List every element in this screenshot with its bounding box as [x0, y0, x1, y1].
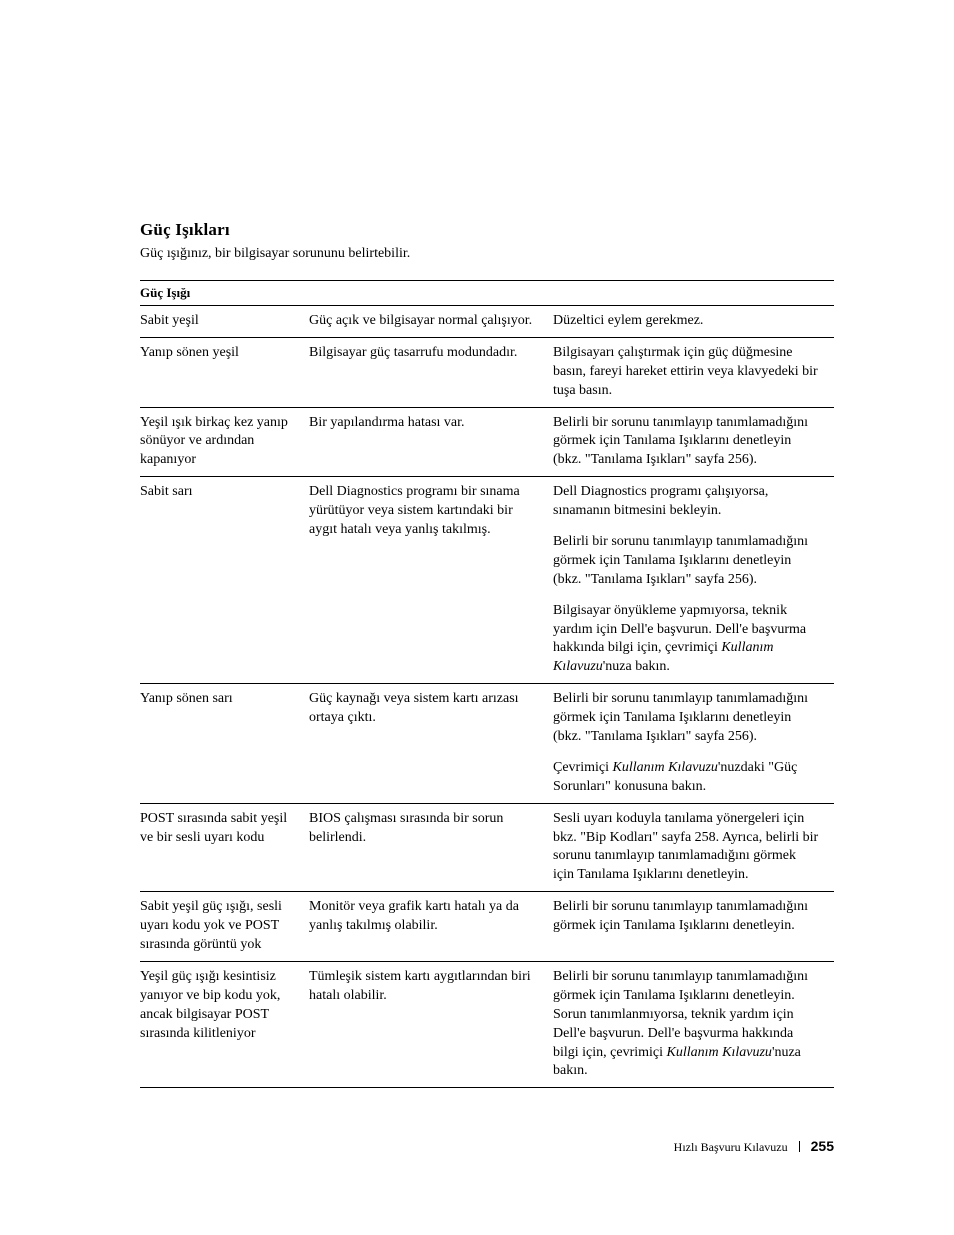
table-row: Sabit yeşil güç ışığı, sesli uyarı kodu … — [140, 892, 834, 962]
meaning-cell: Güç kaynağı veya sistem kartı arızası or… — [309, 684, 553, 803]
action-text: Belirli bir sorunu tanımlayıp tanımlamad… — [553, 968, 820, 1081]
intro-text: Güç ışığınız, bir bilgisayar sorununu be… — [140, 246, 834, 262]
action-cell: Düzeltici eylem gerekmez. — [553, 306, 834, 338]
meaning-cell: Güç açık ve bilgisayar normal çalışıyor. — [309, 306, 553, 338]
action-cell: Dell Diagnostics programı çalışıyorsa, s… — [553, 477, 834, 527]
meaning-cell: Monitör veya grafik kartı hatalı ya da y… — [309, 892, 553, 962]
table-header-col1: Güç Işığı — [140, 281, 309, 306]
table-body: Sabit yeşilGüç açık ve bilgisayar normal… — [140, 306, 834, 1088]
document-page: Güç Işıkları Güç ışığınız, bir bilgisaya… — [0, 0, 954, 1235]
action-text: Belirli bir sorunu tanımlayıp tanımlamad… — [553, 414, 820, 471]
action-cell: Sesli uyarı koduyla tanılama yönergeleri… — [553, 803, 834, 892]
page-footer: Hızlı Başvuru Kılavuzu 255 — [674, 1138, 834, 1155]
table-row: Sabit yeşilGüç açık ve bilgisayar normal… — [140, 306, 834, 338]
action-text: Sesli uyarı koduyla tanılama yönergeleri… — [553, 810, 820, 886]
table-row: Yanıp sönen sarıGüç kaynağı veya sistem … — [140, 684, 834, 753]
table-row: Sabit sarıDell Diagnostics programı bir … — [140, 477, 834, 527]
table-header-col2 — [309, 281, 553, 306]
action-cell: Belirli bir sorunu tanımlayıp tanımlamad… — [553, 961, 834, 1087]
action-cell: Belirli bir sorunu tanımlayıp tanımlamad… — [553, 407, 834, 477]
table-header-row: Güç Işığı — [140, 281, 834, 306]
action-cell: Bilgisayar önyükleme yapmıyorsa, teknik … — [553, 596, 834, 684]
action-text: Bilgisayar önyükleme yapmıyorsa, teknik … — [553, 602, 820, 678]
table-row: Yanıp sönen yeşilBilgisayar güç tasarruf… — [140, 337, 834, 407]
table-row: POST sırasında sabit yeşil ve bir sesli … — [140, 803, 834, 892]
action-text: Bilgisayarı çalıştırmak için güç düğmesi… — [553, 344, 820, 401]
footer-divider — [799, 1141, 800, 1152]
action-cell: Belirli bir sorunu tanımlayıp tanımlamad… — [553, 527, 834, 596]
action-cell: Bilgisayarı çalıştırmak için güç düğmesi… — [553, 337, 834, 407]
action-text: Çevrimiçi Kullanım Kılavuzu'nuzdaki "Güç… — [553, 759, 820, 797]
action-cell: Belirli bir sorunu tanımlayıp tanımlamad… — [553, 892, 834, 962]
meaning-cell: Tümleşik sistem kartı aygıtlarından biri… — [309, 961, 553, 1087]
footer-label: Hızlı Başvuru Kılavuzu — [674, 1140, 788, 1154]
light-cell: Sabit sarı — [140, 477, 309, 684]
action-cell: Çevrimiçi Kullanım Kılavuzu'nuzdaki "Güç… — [553, 753, 834, 803]
light-cell: POST sırasında sabit yeşil ve bir sesli … — [140, 803, 309, 892]
light-cell: Yeşil güç ışığı kesintisiz yanıyor ve bi… — [140, 961, 309, 1087]
meaning-cell: BIOS çalışması sırasında bir sorun belir… — [309, 803, 553, 892]
light-cell: Sabit yeşil güç ışığı, sesli uyarı kodu … — [140, 892, 309, 962]
action-text: Belirli bir sorunu tanımlayıp tanımlamad… — [553, 898, 820, 936]
light-cell: Yanıp sönen yeşil — [140, 337, 309, 407]
action-text: Belirli bir sorunu tanımlayıp tanımlamad… — [553, 533, 820, 590]
meaning-cell: Bir yapılandırma hatası var. — [309, 407, 553, 477]
power-lights-table: Güç Işığı Sabit yeşilGüç açık ve bilgisa… — [140, 280, 834, 1088]
table-row: Yeşil güç ışığı kesintisiz yanıyor ve bi… — [140, 961, 834, 1087]
footer-page-number: 255 — [811, 1138, 834, 1154]
section-title: Güç Işıkları — [140, 220, 834, 240]
table-header-col3 — [553, 281, 834, 306]
light-cell: Yeşil ışık birkaç kez yanıp sönüyor ve a… — [140, 407, 309, 477]
light-cell: Sabit yeşil — [140, 306, 309, 338]
light-cell: Yanıp sönen sarı — [140, 684, 309, 803]
action-text: Dell Diagnostics programı çalışıyorsa, s… — [553, 483, 820, 521]
table-row: Yeşil ışık birkaç kez yanıp sönüyor ve a… — [140, 407, 834, 477]
meaning-cell: Bilgisayar güç tasarrufu modundadır. — [309, 337, 553, 407]
meaning-cell: Dell Diagnostics programı bir sınama yür… — [309, 477, 553, 684]
action-text: Belirli bir sorunu tanımlayıp tanımlamad… — [553, 690, 820, 747]
action-cell: Belirli bir sorunu tanımlayıp tanımlamad… — [553, 684, 834, 753]
action-text: Düzeltici eylem gerekmez. — [553, 312, 820, 331]
